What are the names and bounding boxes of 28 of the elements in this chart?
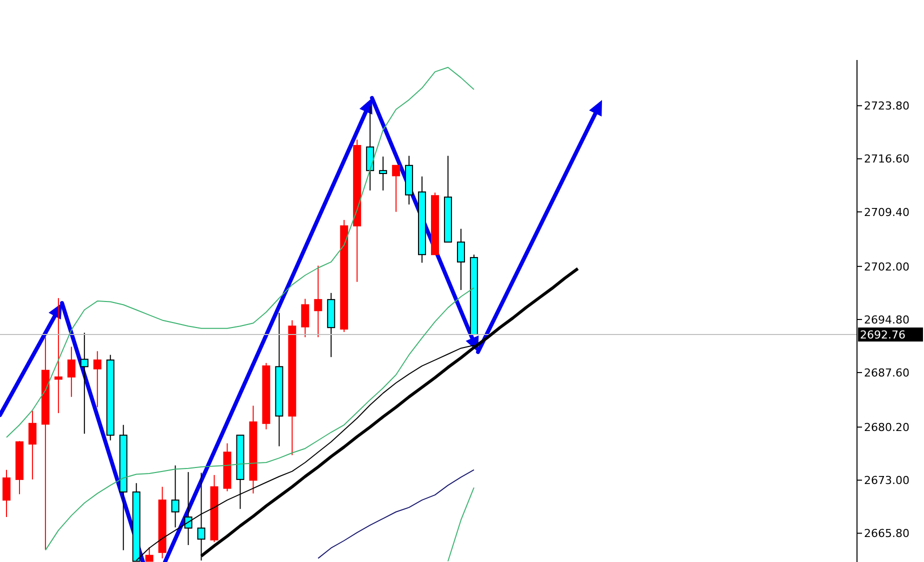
candlestick [392, 164, 400, 212]
y-tick-label: 2687.60 [864, 366, 910, 380]
y-tick-label: 2709.40 [864, 206, 910, 219]
candlestick [366, 106, 374, 191]
candlestick [93, 350, 102, 408]
candlestick [184, 472, 192, 546]
candlestick [314, 265, 322, 338]
candlestick [301, 298, 310, 338]
candlestick [2, 469, 10, 518]
line-series [44, 287, 474, 551]
candlestick [379, 156, 388, 191]
y-tick-label: 2723.80 [864, 100, 910, 113]
line-series [318, 469, 474, 559]
ref-line-label: 2692.76 [860, 328, 906, 342]
y-tick-label: 2702.00 [864, 260, 910, 274]
line-series [6, 66, 474, 438]
candlestick [28, 410, 36, 480]
candlestick [171, 464, 180, 528]
candlestick [145, 546, 154, 562]
y-tick-label: 2673.00 [864, 474, 910, 488]
y-tick-label: 2665.80 [864, 527, 910, 540]
y-tick-label: 2716.60 [864, 152, 910, 166]
candlestick [456, 228, 465, 290]
candlestick [67, 346, 76, 398]
y-tick-label: 2694.80 [864, 313, 910, 326]
candlestick [80, 332, 88, 434]
candlestick [54, 298, 62, 414]
y-tick-label: 2680.20 [864, 421, 910, 434]
